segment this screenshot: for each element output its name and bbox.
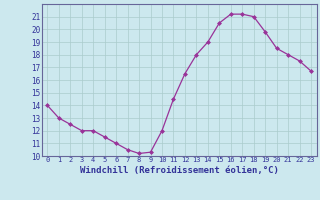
X-axis label: Windchill (Refroidissement éolien,°C): Windchill (Refroidissement éolien,°C) xyxy=(80,166,279,175)
